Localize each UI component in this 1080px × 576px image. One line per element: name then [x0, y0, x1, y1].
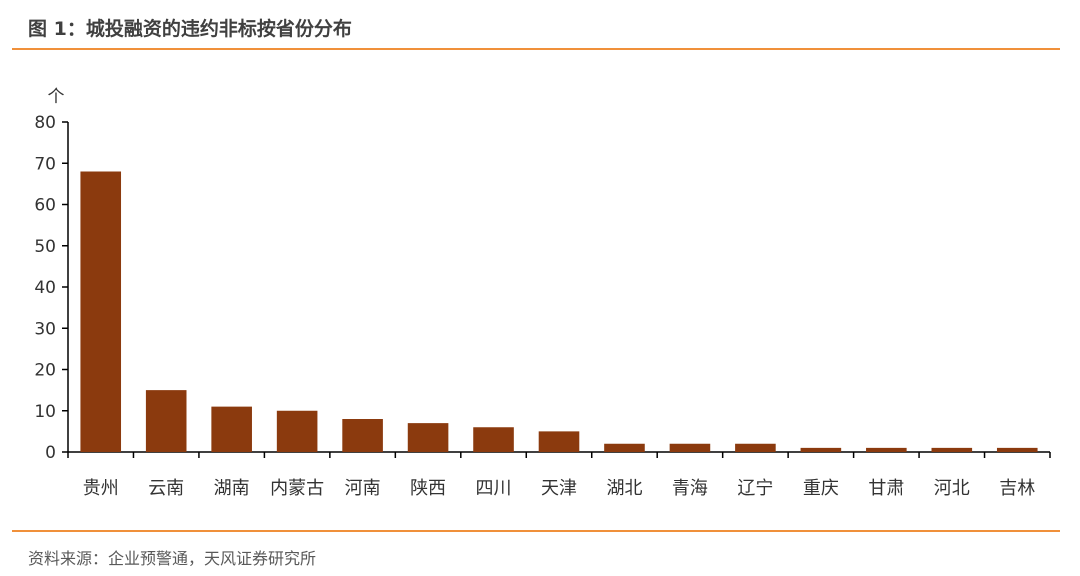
bar-series — [80, 171, 1038, 452]
y-tick-label: 60 — [34, 196, 56, 216]
x-tick-label: 内蒙古 — [270, 478, 324, 499]
y-tick-label: 20 — [34, 361, 56, 381]
x-tick-label: 甘肃 — [868, 478, 904, 499]
bar — [538, 431, 580, 452]
bar — [473, 427, 514, 452]
y-tick-label: 30 — [34, 319, 56, 339]
bar — [604, 443, 645, 452]
x-tick-label: 青海 — [672, 478, 708, 499]
bar — [996, 447, 1038, 452]
x-tick-label: 河南 — [345, 478, 381, 499]
x-tick-label: 天津 — [541, 478, 577, 499]
x-tick-label: 湖南 — [214, 478, 250, 499]
bar — [276, 410, 318, 452]
bar — [735, 443, 776, 452]
y-tick-label: 40 — [34, 278, 56, 298]
bar — [669, 443, 711, 452]
y-axis: 0 10 20 30 40 50 60 70 80 — [34, 113, 69, 463]
x-tick-label: 陕西 — [410, 478, 446, 499]
x-tick-label: 湖北 — [606, 478, 642, 499]
bottom-divider — [12, 530, 1060, 532]
y-axis-unit-label: 个 — [48, 87, 65, 107]
y-tick-label: 70 — [34, 154, 56, 174]
bar-chart: 个 0 10 20 30 40 50 60 70 80 贵州 云南 湖南 内蒙古 河南 陕西 四川 天津 湖北 青… — [34, 87, 1051, 499]
y-tick-label: 80 — [34, 113, 56, 133]
bar — [931, 447, 973, 452]
bar — [80, 171, 122, 452]
bar — [342, 419, 383, 452]
bar — [866, 447, 907, 452]
x-tick-labels: 贵州 云南 湖南 内蒙古 河南 陕西 四川 天津 湖北 青海 辽宁 重庆 甘肃 河北 吉林 — [83, 478, 1036, 499]
top-divider — [12, 48, 1060, 50]
bar — [800, 447, 842, 452]
source-note: 资料来源：企业预警通，天风证券研究所 — [28, 549, 317, 568]
bar — [407, 423, 449, 452]
bar — [211, 406, 252, 452]
x-tick-label: 重庆 — [803, 478, 839, 499]
x-tick-label: 河北 — [934, 478, 970, 499]
y-tick-label: 50 — [34, 237, 56, 257]
x-tick-label: 四川 — [476, 478, 512, 499]
y-tick-label: 10 — [34, 402, 56, 422]
y-tick-label: 0 — [45, 443, 56, 463]
x-tick-label: 辽宁 — [737, 478, 773, 499]
x-axis — [67, 451, 1051, 458]
figure-title: 图 1：城投融资的违约非标按省份分布 — [28, 18, 352, 40]
bar — [145, 390, 187, 452]
x-tick-label: 吉林 — [999, 478, 1035, 499]
x-tick-label: 云南 — [148, 478, 184, 499]
x-tick-label: 贵州 — [83, 478, 119, 499]
